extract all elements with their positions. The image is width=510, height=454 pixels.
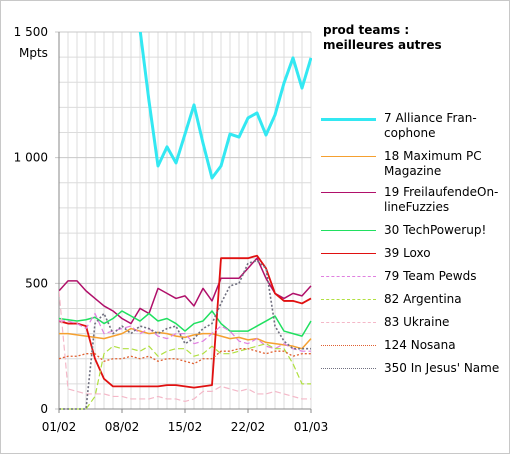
legend-label: 124 Nosana (384, 338, 456, 352)
legend-label: 18 Maximum PC Magazine (384, 149, 482, 178)
y-tick-label: 1 500 (14, 25, 48, 39)
y-axis-label: Mpts (19, 46, 48, 60)
legend-swatch (321, 276, 376, 277)
series-line (59, 290, 311, 403)
legend-label: 7 Alliance Fran- cophone (384, 111, 477, 140)
legend-title: prod teams : meilleures autres (323, 23, 442, 52)
legend-swatch (321, 299, 376, 300)
legend-label: 83 Ukraine (384, 315, 450, 329)
legend-swatch (321, 253, 376, 254)
legend-label: 19 FreilaufendeOn- lineFuzzies (384, 185, 499, 214)
legend-label: 30 TechPowerup! (384, 223, 487, 237)
series-group (59, 32, 312, 410)
y-tick-label: 1 000 (14, 151, 48, 165)
legend-swatch (321, 156, 376, 157)
y-tick-label: 500 (25, 276, 48, 290)
series-line (59, 348, 311, 365)
series-line (59, 310, 312, 337)
legend-label: 79 Team Pewds (384, 269, 477, 283)
x-tick-label: 01/03 (294, 420, 329, 434)
series-line (59, 343, 311, 410)
series-line (59, 259, 311, 410)
x-tick-label: 15/02 (168, 420, 203, 434)
series-line (59, 254, 312, 389)
legend-swatch (321, 322, 376, 323)
legend-label: 350 In Jesus' Name (384, 361, 500, 375)
legend-label: 82 Argentina (384, 292, 462, 306)
series-line (138, 32, 312, 180)
legend-swatch (321, 345, 376, 346)
legend-swatch (321, 230, 376, 231)
x-tick-label: 01/02 (42, 420, 77, 434)
series-line (59, 257, 312, 325)
x-tick-label: 22/02 (231, 420, 266, 434)
legend-swatch (321, 192, 376, 193)
legend-swatch (321, 368, 376, 369)
y-tick-label: 0 (40, 402, 48, 416)
legend-swatch (321, 118, 376, 121)
legend-label: 39 Loxo (384, 246, 431, 260)
x-tick-label: 08/02 (105, 420, 140, 434)
series-line (59, 312, 311, 352)
series-line (59, 327, 312, 350)
